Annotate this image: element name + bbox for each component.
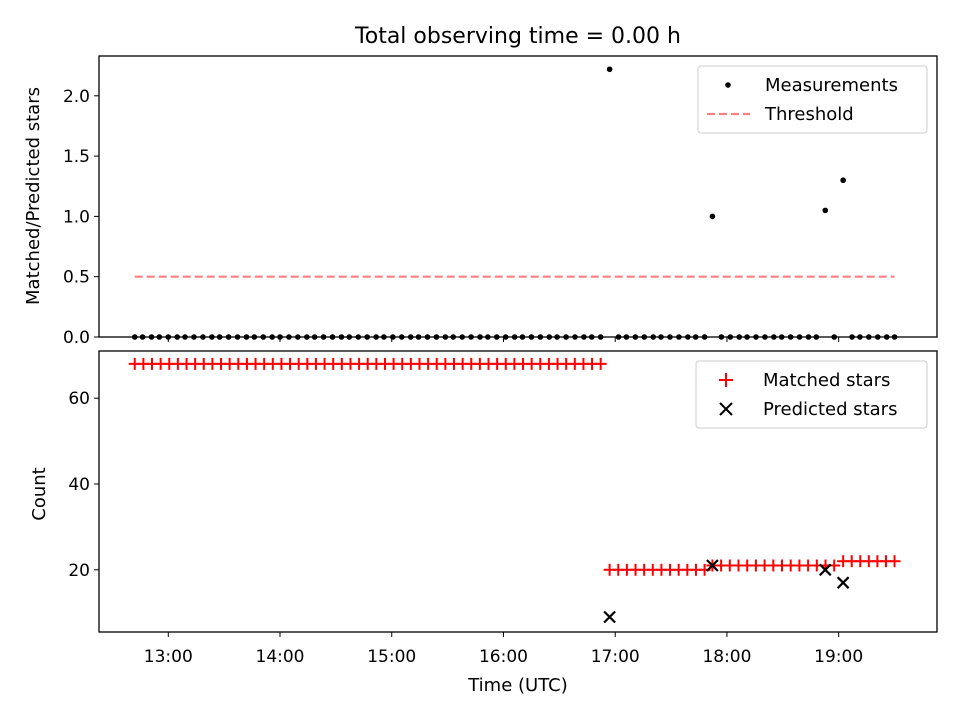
bottom-y-tick-label: 20	[68, 561, 90, 581]
bottom-x-ticks: 13:00 14:00 15:00 16:00 17:00 18:00 19:00	[144, 632, 863, 667]
top-y-ticks: 0.0 0.5 1.0 1.5 2.0	[63, 87, 99, 348]
top-y-tick-label: 0.0	[63, 328, 90, 348]
bottom-x-tick-label: 13:00	[144, 647, 193, 667]
top-legend-box	[697, 65, 928, 134]
bottom-x-tick-label: 16:00	[479, 647, 528, 667]
legend-marker-predicted-stars	[719, 402, 733, 416]
bottom-panel: 20 40 60 13:00 14:00 15:00 16:00 17:00 18:00 19:…	[29, 350, 938, 696]
top-x-ticks	[167, 337, 840, 342]
bottom-marks	[128, 357, 901, 624]
predicted-star-stroke-b	[818, 563, 832, 577]
top-y-tick-label: 1.5	[63, 147, 90, 167]
predicted-star-stroke-b	[706, 559, 719, 572]
bottom-x-tick-label: 17:00	[591, 647, 640, 667]
bottom-x-axis-label: Time (UTC)	[467, 675, 568, 696]
bottom-y-axis-label: Count	[29, 467, 50, 520]
legend-marker-matched-stars	[719, 373, 733, 387]
top-y-tick-label: 2.0	[63, 87, 90, 107]
legend-marker-measurements	[725, 82, 731, 88]
bottom-legend: Matched stars Predicted stars	[695, 360, 928, 429]
measurement-point	[840, 177, 846, 184]
matched-star-point	[594, 357, 607, 370]
top-axes-frame	[98, 55, 938, 338]
bottom-x-tick-label: 18:00	[702, 647, 751, 667]
predicted-star-stroke-b	[603, 610, 616, 624]
top-panel: 0.00.51.01.52.0 Matched/Predicted stars …	[23, 55, 938, 348]
legend-label-threshold: Threshold	[764, 104, 854, 125]
predicted-star-point	[603, 610, 616, 624]
bottom-y-tick-label: 60	[68, 389, 90, 409]
bottom-axes-frame	[98, 350, 938, 633]
measurement-point	[822, 207, 829, 214]
bottom-x-tick-label: 14:00	[256, 647, 305, 667]
predicted-star-point	[836, 576, 850, 589]
bottom-x-tick-label: 15:00	[367, 647, 416, 667]
top-y-axis-label: Matched/Predicted stars	[23, 87, 44, 305]
legend-label-measurements: Measurements	[765, 75, 898, 96]
bottom-x-tick-label: 19:00	[814, 647, 863, 667]
predicted-star-point	[818, 563, 832, 577]
bottom-y-tick-label: 40	[68, 475, 90, 495]
predicted-star-stroke-b	[836, 576, 850, 589]
predicted-star-point	[706, 559, 719, 572]
top-y-tick-label: 1.0	[63, 207, 90, 227]
matched-star-point	[888, 555, 901, 568]
bottom-legend-box	[695, 360, 928, 429]
measurement-point	[709, 213, 716, 220]
legend-label-predicted-stars: Predicted stars	[763, 399, 897, 420]
measurement-point	[606, 66, 613, 73]
top-legend: Measurements Threshold	[697, 65, 928, 134]
bottom-y-ticks: 20 40 60	[68, 389, 99, 581]
figure-title: Total observing time = 0.00 h	[354, 24, 681, 49]
top-y-tick-label: 0.5	[63, 268, 90, 288]
legend-label-matched-stars: Matched stars	[763, 370, 890, 391]
